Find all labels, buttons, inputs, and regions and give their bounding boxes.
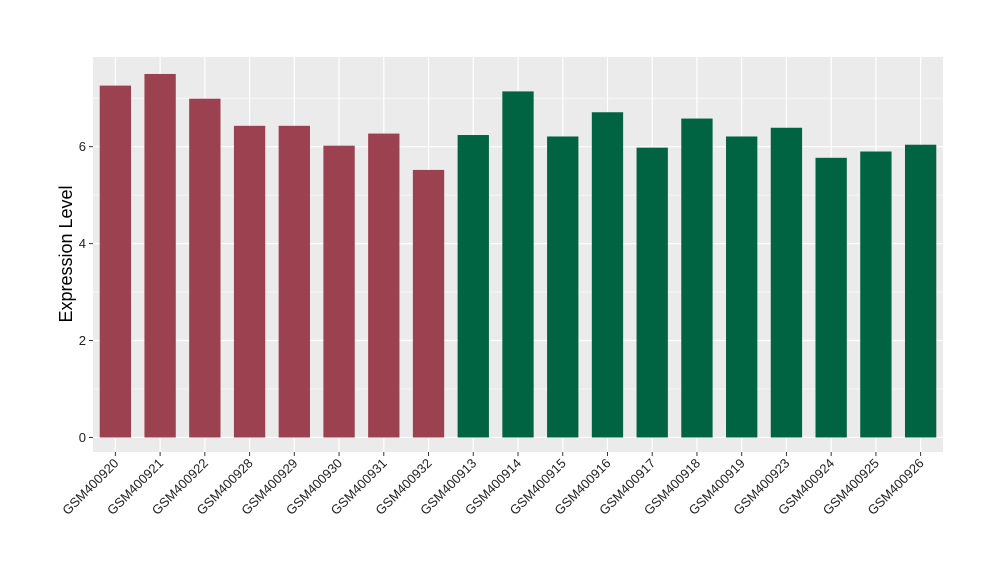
bar-GSM400913 bbox=[457, 135, 489, 438]
y-tick-label: 0 bbox=[79, 430, 86, 445]
x-axis: GSM400920GSM400921GSM400922GSM400928GSM4… bbox=[59, 452, 927, 518]
bar-GSM400917 bbox=[636, 147, 668, 438]
y-tick-label: 4 bbox=[79, 236, 86, 251]
bar-GSM400932 bbox=[412, 169, 445, 438]
y-tick-label: 2 bbox=[79, 333, 86, 348]
bars bbox=[99, 73, 937, 438]
bar-GSM400928 bbox=[233, 125, 266, 438]
bar-GSM400921 bbox=[144, 73, 176, 438]
bar-GSM400918 bbox=[681, 118, 713, 438]
bar-GSM400922 bbox=[189, 98, 221, 438]
bar-GSM400916 bbox=[591, 112, 624, 438]
bar-GSM400919 bbox=[726, 136, 758, 438]
bar-GSM400925 bbox=[860, 151, 892, 438]
y-axis: 0 2 4 6 bbox=[79, 139, 93, 445]
bar-GSM400929 bbox=[278, 125, 310, 438]
bar-GSM400931 bbox=[368, 133, 400, 438]
y-tick-label: 6 bbox=[79, 139, 86, 154]
bar-GSM400920 bbox=[99, 85, 132, 438]
y-axis-title: Expression Level bbox=[56, 185, 76, 322]
bar-GSM400926 bbox=[904, 144, 937, 438]
bar-GSM400924 bbox=[815, 157, 847, 438]
bar-GSM400914 bbox=[502, 91, 534, 438]
bar-GSM400930 bbox=[323, 145, 355, 438]
bar-GSM400923 bbox=[770, 127, 803, 438]
bar-GSM400915 bbox=[547, 136, 579, 438]
